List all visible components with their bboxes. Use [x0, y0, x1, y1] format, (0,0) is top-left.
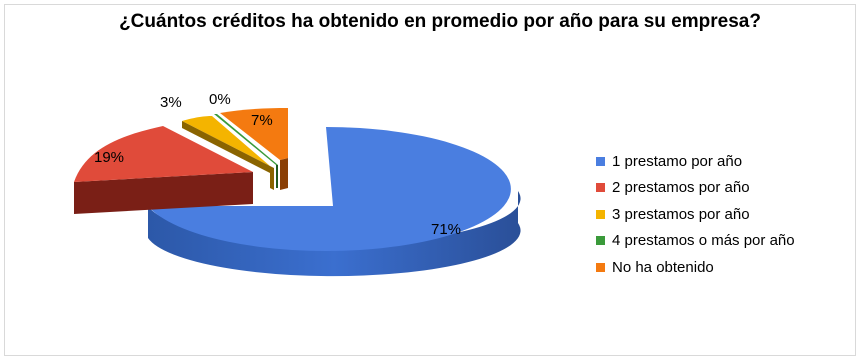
- slice-1-prestamo: [148, 127, 521, 277]
- legend-item-2-prestamos: 2 prestamos por año: [596, 175, 795, 202]
- legend: 1 prestamo por año 2 prestamos por año 3…: [596, 148, 795, 281]
- label-71: 71%: [431, 221, 461, 238]
- slice-2-prestamos-side-front: [74, 172, 253, 214]
- legend-swatch-2-prestamos: [596, 183, 605, 193]
- legend-swatch-3-prestamos: [596, 209, 605, 219]
- legend-swatch-no-ha-obtenido: [596, 262, 605, 272]
- legend-item-4-prestamos: 4 prestamos o más por año: [596, 228, 795, 255]
- label-0: 0%: [209, 91, 231, 108]
- legend-item-1-prestamo: 1 prestamo por año: [596, 148, 795, 175]
- legend-label-3-prestamos: 3 prestamos por año: [612, 205, 750, 223]
- slice-3-prestamos: [182, 116, 274, 190]
- slice-no-ha-obtenido-top: [220, 108, 288, 160]
- slice-4-prestamos-side: [276, 165, 278, 188]
- slice-1-prestamo-top: [148, 127, 511, 251]
- legend-label-4-prestamos: 4 prestamos o más por año: [612, 232, 795, 250]
- slice-no-ha-obtenido: [220, 108, 288, 190]
- legend-label-1-prestamo: 1 prestamo por año: [612, 152, 743, 170]
- legend-swatch-4-prestamos: [596, 236, 605, 246]
- slice-3-prestamos-side-front: [182, 121, 270, 173]
- slice-2-prestamos: [74, 126, 253, 214]
- legend-swatch-1-prestamo: [596, 156, 605, 166]
- slice-2-prestamos-top: [74, 126, 253, 182]
- label-19: 19%: [94, 149, 124, 166]
- legend-item-3-prestamos: 3 prestamos por año: [596, 201, 795, 228]
- label-7: 7%: [251, 112, 273, 129]
- slice-4-prestamos-top: [214, 114, 278, 165]
- slice-no-ha-obtenido-side: [280, 158, 288, 190]
- slice-3-prestamos-side: [270, 166, 274, 190]
- slice-1-prestamo-side: [148, 191, 521, 277]
- legend-item-no-ha-obtenido: No ha obtenido: [596, 254, 795, 281]
- legend-label-2-prestamos: 2 prestamos por año: [612, 179, 750, 197]
- label-3: 3%: [160, 94, 182, 111]
- slice-4-prestamos: [214, 114, 278, 188]
- legend-label-no-ha-obtenido: No ha obtenido: [612, 258, 714, 276]
- slice-3-prestamos-top: [182, 116, 270, 166]
- chart-title: ¿Cuántos créditos ha obtenido en promedi…: [119, 11, 761, 32]
